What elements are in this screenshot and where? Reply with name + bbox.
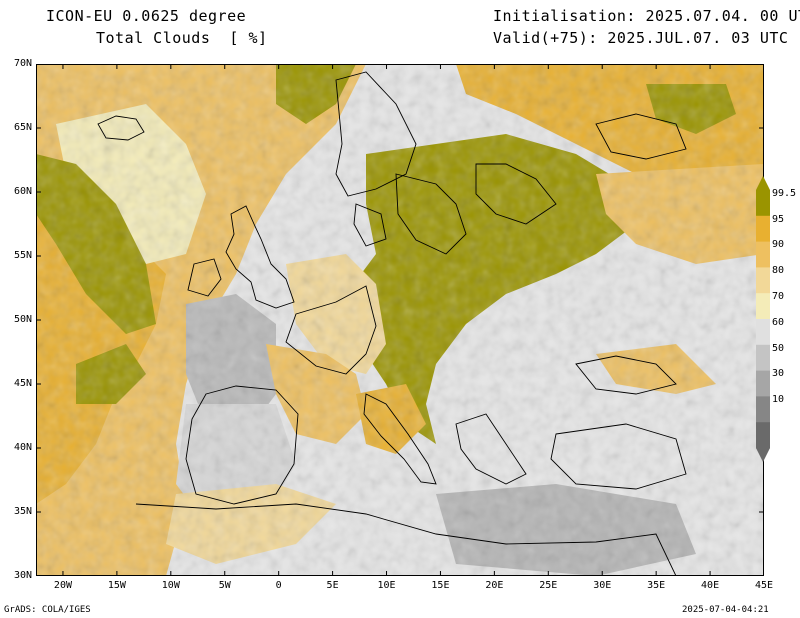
lat-label: 50N <box>13 314 32 325</box>
lat-label: 70N <box>13 58 32 69</box>
colorbar-segment <box>756 190 770 217</box>
colorbar-label: 10 <box>772 394 785 406</box>
lon-label: 25E <box>539 580 558 591</box>
colorbar-bottom-triangle <box>756 448 770 462</box>
lon-label: 5W <box>218 580 231 591</box>
coastlines <box>97 71 687 576</box>
colorbar-segment <box>756 370 770 397</box>
colorbar-top-triangle <box>756 176 770 190</box>
colorbar-segment <box>756 422 770 449</box>
colorbar-label: 99.5 <box>772 187 797 199</box>
colorbar-segment <box>756 396 770 423</box>
lon-label: 0 <box>275 580 282 591</box>
lat-label: 65N <box>13 122 32 133</box>
colorbar-label: 90 <box>772 239 785 251</box>
lat-label: 45N <box>13 378 32 389</box>
footer-timestamp: 2025-07-04-04:21 <box>682 605 769 615</box>
lat-label: 40N <box>13 442 32 453</box>
colorbar-segment <box>756 267 770 294</box>
colorbar-label: 80 <box>772 265 785 277</box>
lon-label: 5E <box>326 580 339 591</box>
init-time: Initialisation: 2025.07.04. 00 UTC <box>493 7 800 25</box>
lon-label: 20E <box>485 580 504 591</box>
colorbar-segments <box>756 190 770 449</box>
lon-label: 20W <box>53 580 72 591</box>
lon-label: 10E <box>377 580 396 591</box>
lat-label: 60N <box>13 186 32 197</box>
lon-label: 15E <box>431 580 450 591</box>
colorbar-label: 30 <box>772 368 785 380</box>
lon-label: 35E <box>647 580 666 591</box>
model-title: ICON-EU 0.0625 degree <box>46 7 247 25</box>
colorbar <box>756 176 770 462</box>
lon-label: 15W <box>107 580 126 591</box>
lon-label: 40E <box>701 580 720 591</box>
lon-label: 45E <box>754 580 774 591</box>
valid-time: Valid(+75): 2025.JUL.07. 03 UTC <box>493 29 789 47</box>
colorbar-label: 50 <box>772 342 785 354</box>
colorbar-label: 95 <box>772 213 785 225</box>
lon-label: 30E <box>593 580 612 591</box>
lat-label: 30N <box>13 570 32 581</box>
lon-label: 10W <box>161 580 180 591</box>
colorbar-segment <box>756 293 770 320</box>
colorbar-label: 70 <box>772 291 785 302</box>
colorbar-segment <box>756 215 770 243</box>
colorbar-segment <box>756 319 770 346</box>
lat-label: 35N <box>13 506 32 517</box>
cloud-cover-map <box>36 64 764 576</box>
cloud-texture <box>36 64 764 576</box>
footer-software: GrADS: COLA/IGES <box>4 605 91 615</box>
variable-title: Total Clouds [ %] <box>96 29 268 47</box>
lat-label: 55N <box>13 250 32 261</box>
colorbar-segment <box>756 344 770 372</box>
colorbar-segment <box>756 241 770 268</box>
colorbar-label: 60 <box>772 316 785 328</box>
